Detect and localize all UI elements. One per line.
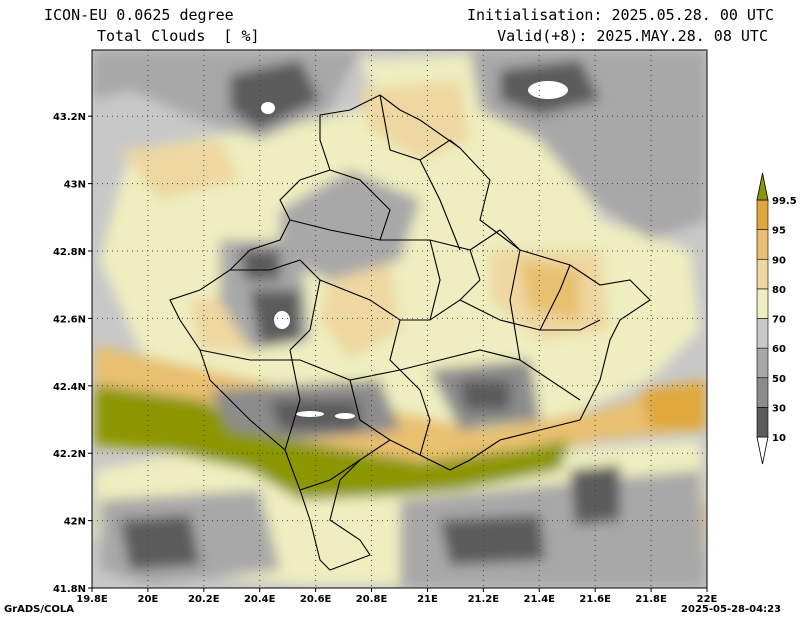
colorbar-label: 80	[772, 285, 786, 296]
lat-tick-label: 42.4N	[53, 382, 86, 393]
colorbar-label: 90	[772, 255, 786, 266]
colorbar-segment	[756, 407, 769, 438]
map-frame	[91, 49, 708, 589]
colorbar-segment	[756, 199, 769, 230]
lat-tick-label: 42.6N	[53, 314, 86, 325]
lon-tick-label: 21.8E	[635, 594, 667, 605]
lat-tick-label: 43N	[64, 180, 86, 191]
lon-tick-label: 20.6E	[300, 594, 332, 605]
lon-tick-label: 20.4E	[244, 594, 276, 605]
colorbar-label: 70	[772, 315, 786, 326]
lon-tick-label: 19.8E	[76, 594, 108, 605]
colorbar-label: 95	[772, 226, 786, 237]
valid-time: Valid(+8): 2025.MAY.28. 08 UTC	[497, 27, 768, 45]
lon-tick-label: 21.2E	[468, 594, 500, 605]
lon-tick-label: 22E	[697, 594, 718, 605]
colorbar-segment	[756, 318, 769, 349]
colorbar: 10 30 50 60 70 80 90 95 99.5	[756, 172, 797, 465]
cloud-field	[92, 50, 707, 588]
lat-tick-label: 42N	[64, 517, 86, 528]
variable-title: Total Clouds [ %]	[97, 27, 260, 45]
region-boundaries	[169, 94, 651, 571]
colorbar-high-triangle	[756, 172, 769, 201]
colorbar-label: 50	[772, 374, 786, 385]
colorbar-label: 99.5	[772, 196, 797, 207]
axis-ticks: 19.8E 20E 20.2E 20.4E 20.6E 20.8E 21E 21.2E 21.4…	[53, 112, 718, 605]
lon-tick-label: 20E	[138, 594, 159, 605]
lon-tick-label: 21E	[417, 594, 438, 605]
lat-tick-label: 42.8N	[53, 247, 86, 258]
model-title: ICON-EU 0.0625 degree	[44, 6, 234, 24]
lat-tick-label: 41.8N	[53, 584, 86, 595]
colorbar-low-triangle	[756, 436, 769, 465]
lon-tick-label: 20.2E	[188, 594, 220, 605]
colorbar-segment	[756, 377, 769, 408]
colorbar-segment	[756, 258, 769, 290]
initialisation-time: Initialisation: 2025.05.28. 00 UTC	[466, 6, 774, 24]
grads-credit: GrADS/COLA	[4, 604, 74, 615]
lon-tick-label: 21.6E	[579, 594, 611, 605]
lat-tick-label: 42.2N	[53, 449, 86, 460]
colorbar-segment	[756, 347, 769, 379]
lat-tick-label: 43.2N	[53, 112, 86, 123]
colorbar-segment	[756, 229, 769, 260]
render-timestamp: 2025-05-28-04:23	[681, 604, 781, 615]
colorbar-label: 10	[772, 433, 786, 444]
colorbar-label: 30	[772, 403, 786, 414]
lon-tick-label: 20.8E	[356, 594, 388, 605]
colorbar-segment	[756, 288, 769, 319]
colorbar-label: 60	[772, 344, 786, 355]
lon-tick-label: 21.4E	[524, 594, 556, 605]
